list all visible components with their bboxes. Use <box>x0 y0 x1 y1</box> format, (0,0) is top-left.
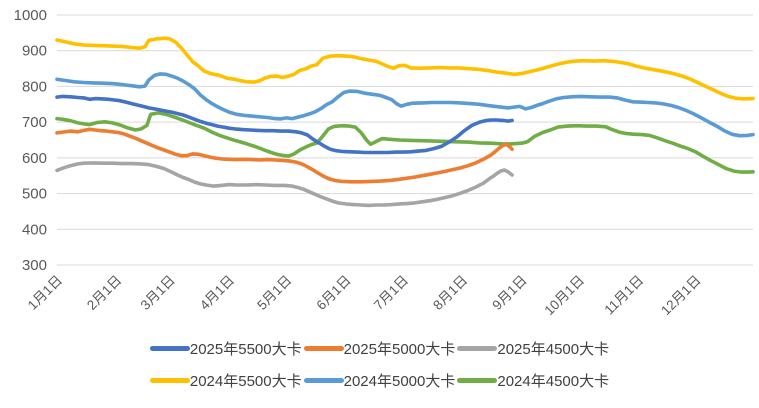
y-axis-tick-label: 900 <box>22 43 47 60</box>
x-axis-tick-label: 3月1日 <box>138 273 178 313</box>
legend-row: 2024年5500大卡 2024年5000大卡 2024年4500大卡 <box>149 370 610 391</box>
y-axis-tick-label: 800 <box>22 78 47 95</box>
legend-item[interactable]: 2024年4500大卡 <box>457 370 609 391</box>
legend-item[interactable]: 2025年5000大卡 <box>303 338 456 359</box>
x-axis-tick-label: 7月1日 <box>371 273 411 313</box>
x-axis-tick-label: 5月1日 <box>254 273 294 313</box>
legend-label: 2024年5000大卡 <box>343 373 456 390</box>
legend-swatch-icon <box>457 378 498 383</box>
y-axis-tick-label: 300 <box>22 257 47 274</box>
legend-label: 2025年5500大卡 <box>189 341 302 358</box>
x-axis-tick-label: 1月1日 <box>25 273 65 313</box>
legend-label: 2024年4500大卡 <box>497 373 610 390</box>
y-axis-tick-label: 400 <box>22 221 47 238</box>
series-line-3 <box>55 94 514 155</box>
legend-label: 2025年5000大卡 <box>343 341 456 358</box>
x-axis-tick-label: 2月1日 <box>84 273 124 313</box>
y-axis-tick-label: 500 <box>22 186 47 203</box>
legend-row: 2025年5500大卡 2025年5000大卡 2025年4500大卡 <box>149 338 610 359</box>
y-axis-tick-label: 700 <box>22 114 47 131</box>
legend-item[interactable]: 2025年5500大卡 <box>149 338 302 359</box>
legend-swatch-icon <box>149 346 190 351</box>
legend-label: 2024年5500大卡 <box>189 373 302 390</box>
legend-item[interactable]: 2024年5000大卡 <box>303 370 456 391</box>
x-axis-tick-label: 4月1日 <box>197 273 237 313</box>
series-line-0 <box>55 36 755 101</box>
chart-legend: 2025年5500大卡 2025年5000大卡 2025年4500大卡 2024年55… <box>0 338 759 391</box>
x-axis-tick-label: 12月1日 <box>658 273 704 319</box>
x-axis-tick-label: 9月1日 <box>489 273 529 313</box>
x-axis-tick-label: 8月1日 <box>430 273 470 313</box>
series-line-2 <box>55 111 755 174</box>
legend-swatch-icon <box>149 378 190 383</box>
series-line-1 <box>55 72 755 138</box>
legend-item[interactable]: 2025年4500大卡 <box>457 338 609 359</box>
x-axis-tick-label: 6月1日 <box>314 273 354 313</box>
line-chart: 300 400 500 600 700 800 900 1000 1月1日 2月1日 3月1日 4月1… <box>14 7 755 319</box>
legend-swatch-icon <box>457 346 498 351</box>
legend-swatch-icon <box>303 346 344 351</box>
series-line-4 <box>55 127 514 184</box>
chart-plot-area: 300 400 500 600 700 800 900 1000 1月1日 2月1日 3月1日 4月1… <box>14 7 755 319</box>
x-axis-tick-label: 11月1日 <box>601 273 646 318</box>
series-line-5 <box>55 161 514 208</box>
y-axis-tick-label: 1000 <box>14 7 47 24</box>
legend-label: 2025年4500大卡 <box>497 341 610 358</box>
legend-item[interactable]: 2024年5500大卡 <box>149 370 302 391</box>
x-axis-tick-label: 10月1日 <box>541 273 587 319</box>
y-axis-tick-label: 600 <box>22 150 47 167</box>
legend-swatch-icon <box>303 378 344 383</box>
